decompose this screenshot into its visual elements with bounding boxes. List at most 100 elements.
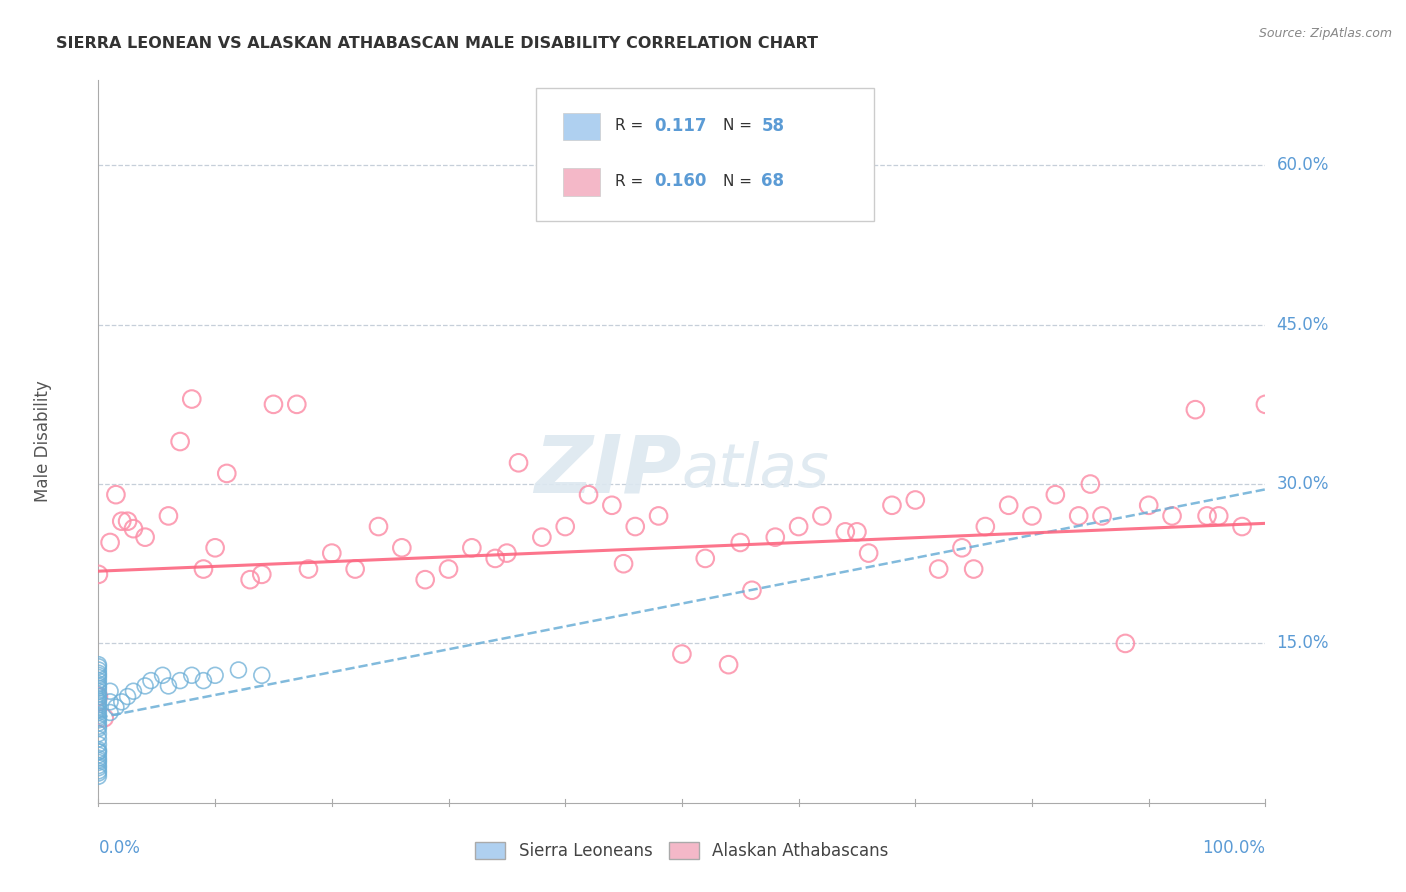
Point [87,668,110,682]
Point [904,493,927,508]
Point [1137,498,1160,512]
Point [111,695,134,709]
Point [1080,477,1102,491]
Point [1161,508,1184,523]
Point [741,583,763,598]
Point [413,573,436,587]
Text: N =: N = [723,174,756,189]
Point [134,679,156,693]
Point [496,546,519,560]
Point [104,700,127,714]
Text: ZIP: ZIP [534,432,682,509]
Point [508,456,530,470]
Point [204,541,226,555]
Point [104,488,127,502]
Point [87,687,110,701]
Point [717,657,740,672]
Point [647,508,669,523]
Text: 58: 58 [761,117,785,135]
Point [297,562,319,576]
Point [1091,508,1114,523]
Text: 30.0%: 30.0% [1277,475,1329,493]
Point [87,766,110,780]
Text: R =: R = [616,174,648,189]
Text: Source: ZipAtlas.com: Source: ZipAtlas.com [1258,27,1392,40]
Text: R =: R = [616,119,648,133]
Point [87,694,110,708]
Point [613,557,636,571]
Point [193,673,215,688]
Point [98,684,121,698]
Point [87,756,110,770]
Point [87,700,110,714]
Point [87,708,110,723]
Point [624,519,647,533]
Point [87,666,110,681]
Point [87,732,110,747]
Point [117,690,139,704]
Point [671,647,693,661]
Point [87,719,110,733]
Point [367,519,389,533]
Point [437,562,460,576]
Point [87,677,110,691]
Point [1208,508,1230,523]
Point [695,551,717,566]
Point [87,737,110,751]
Point [811,508,834,523]
Text: N =: N = [723,119,756,133]
Point [1230,519,1253,533]
Point [858,546,880,560]
Point [228,663,250,677]
Point [87,691,110,706]
Point [204,668,226,682]
Point [461,541,484,555]
Point [763,530,786,544]
Point [93,711,115,725]
Point [169,434,191,449]
Point [87,716,110,731]
Point [787,519,810,533]
Point [87,690,110,704]
FancyBboxPatch shape [536,87,875,221]
Point [87,567,110,582]
FancyBboxPatch shape [562,169,600,196]
Point [87,769,110,783]
Point [554,519,576,533]
Point [730,535,752,549]
Text: Male Disability: Male Disability [34,381,52,502]
Point [152,668,174,682]
Point [180,392,202,406]
Point [180,668,202,682]
Point [87,711,110,725]
Point [87,758,110,772]
Point [87,727,110,741]
Point [193,562,215,576]
Text: SIERRA LEONEAN VS ALASKAN ATHABASCAN MALE DISABILITY CORRELATION CHART: SIERRA LEONEAN VS ALASKAN ATHABASCAN MAL… [56,36,818,51]
Point [87,761,110,775]
Point [578,488,600,502]
Point [87,670,110,684]
Text: 60.0%: 60.0% [1277,156,1329,174]
Point [600,498,623,512]
Point [250,567,273,582]
Point [1067,508,1090,523]
Point [250,668,273,682]
Point [87,742,110,756]
Text: 68: 68 [761,172,785,190]
Point [1184,402,1206,417]
Text: 0.160: 0.160 [654,172,706,190]
Point [239,573,262,587]
Point [1195,508,1218,523]
Point [87,745,110,759]
Text: atlas: atlas [682,441,830,500]
Point [87,679,110,693]
Text: 45.0%: 45.0% [1277,316,1329,334]
Point [111,514,134,528]
Point [215,467,238,481]
Point [87,764,110,778]
Point [834,524,856,539]
FancyBboxPatch shape [562,112,600,140]
Point [391,541,413,555]
Point [87,673,110,688]
